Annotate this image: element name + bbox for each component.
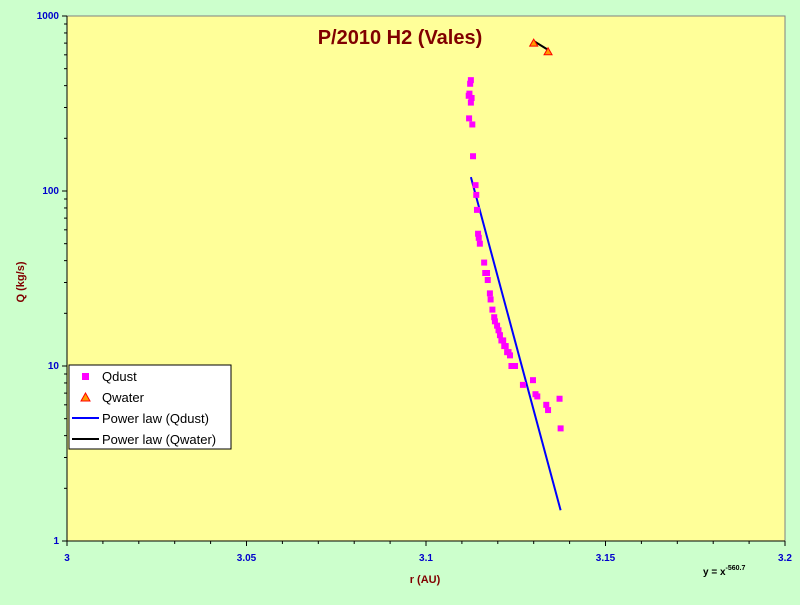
- legend-box: [68, 364, 232, 450]
- legend-label-qdust-fit: Power law (Qdust): [102, 411, 209, 426]
- qdust-point: [481, 259, 488, 266]
- qdust-point: [529, 377, 536, 384]
- qdust-point: [466, 115, 473, 122]
- x-tick-label: 3: [64, 553, 70, 564]
- qdust-point: [484, 277, 491, 284]
- qdust-point: [545, 407, 552, 414]
- qdust-point: [476, 240, 483, 247]
- qdust-point: [473, 206, 480, 213]
- qdust-point: [467, 99, 474, 106]
- legend-marker-qwater: [80, 391, 91, 402]
- fit-equation-exponent: -560.7: [726, 565, 746, 572]
- qdust-point: [556, 395, 563, 402]
- legend-label-qdust: Qdust: [102, 369, 137, 384]
- x-tick-label: 3.05: [237, 553, 257, 564]
- y-tick-label: 1000: [37, 11, 60, 22]
- qdust-point: [505, 349, 512, 356]
- y-axis-title: Q (kg/s): [15, 261, 27, 302]
- qdust-point: [489, 306, 496, 313]
- y-tick-label: 1: [53, 536, 59, 547]
- fit-equation: y = x-560.7: [703, 565, 745, 578]
- qdust-point: [496, 332, 503, 339]
- qdust-point: [557, 425, 564, 432]
- qdust-point: [507, 352, 514, 359]
- qdust-point: [470, 153, 477, 160]
- qdust-point: [475, 234, 482, 241]
- qdust-point: [472, 182, 479, 189]
- x-axis-title: r (AU): [410, 574, 441, 586]
- qdust-point: [487, 296, 494, 303]
- qwater-point: [528, 38, 539, 47]
- qdust-point: [469, 121, 476, 128]
- legend-label-qwater: Qwater: [102, 390, 145, 405]
- qwater-point: [543, 46, 553, 56]
- qdust-point: [502, 343, 509, 350]
- plot-background: [66, 15, 786, 542]
- qdust-point: [467, 77, 474, 84]
- qdust-point: [512, 363, 519, 369]
- qdust-point: [467, 80, 474, 87]
- x-tick-label: 3.15: [596, 553, 616, 564]
- fit-equation-base: y = x: [703, 567, 726, 578]
- y-tick-label: 10: [48, 361, 60, 372]
- series-group: [465, 38, 564, 511]
- qdust-point: [473, 191, 480, 198]
- x-tick-label: 3.1: [419, 553, 433, 564]
- qdust-point: [494, 322, 501, 329]
- x-tick-label: 3.2: [778, 553, 792, 564]
- legend-label-qwater-fit: Power law (Qwater): [102, 432, 216, 447]
- legend-marker-qdust: [82, 373, 89, 380]
- legend: Qdust Qwater Power law (Qdust) Power law…: [68, 364, 232, 450]
- qdust-point: [486, 290, 493, 297]
- qdust-point: [491, 318, 498, 325]
- qdust-point: [500, 337, 507, 344]
- qdust-point: [484, 269, 491, 276]
- fit-line-power-law-qdust-: [469, 176, 562, 511]
- qdust-point: [543, 401, 550, 408]
- qdust-point: [519, 381, 526, 388]
- qdust-point: [468, 94, 475, 101]
- axes-group: 1 10 100 1000 3 3.05 3.1 3.15 3.2: [37, 11, 793, 564]
- qdust-point: [495, 327, 502, 334]
- qdust-point: [475, 230, 482, 237]
- chart-title: P/2010 H2 (Vales): [318, 27, 483, 49]
- qdust-point: [491, 314, 498, 321]
- y-tick-label: 100: [42, 186, 59, 197]
- qdust-point: [534, 393, 541, 400]
